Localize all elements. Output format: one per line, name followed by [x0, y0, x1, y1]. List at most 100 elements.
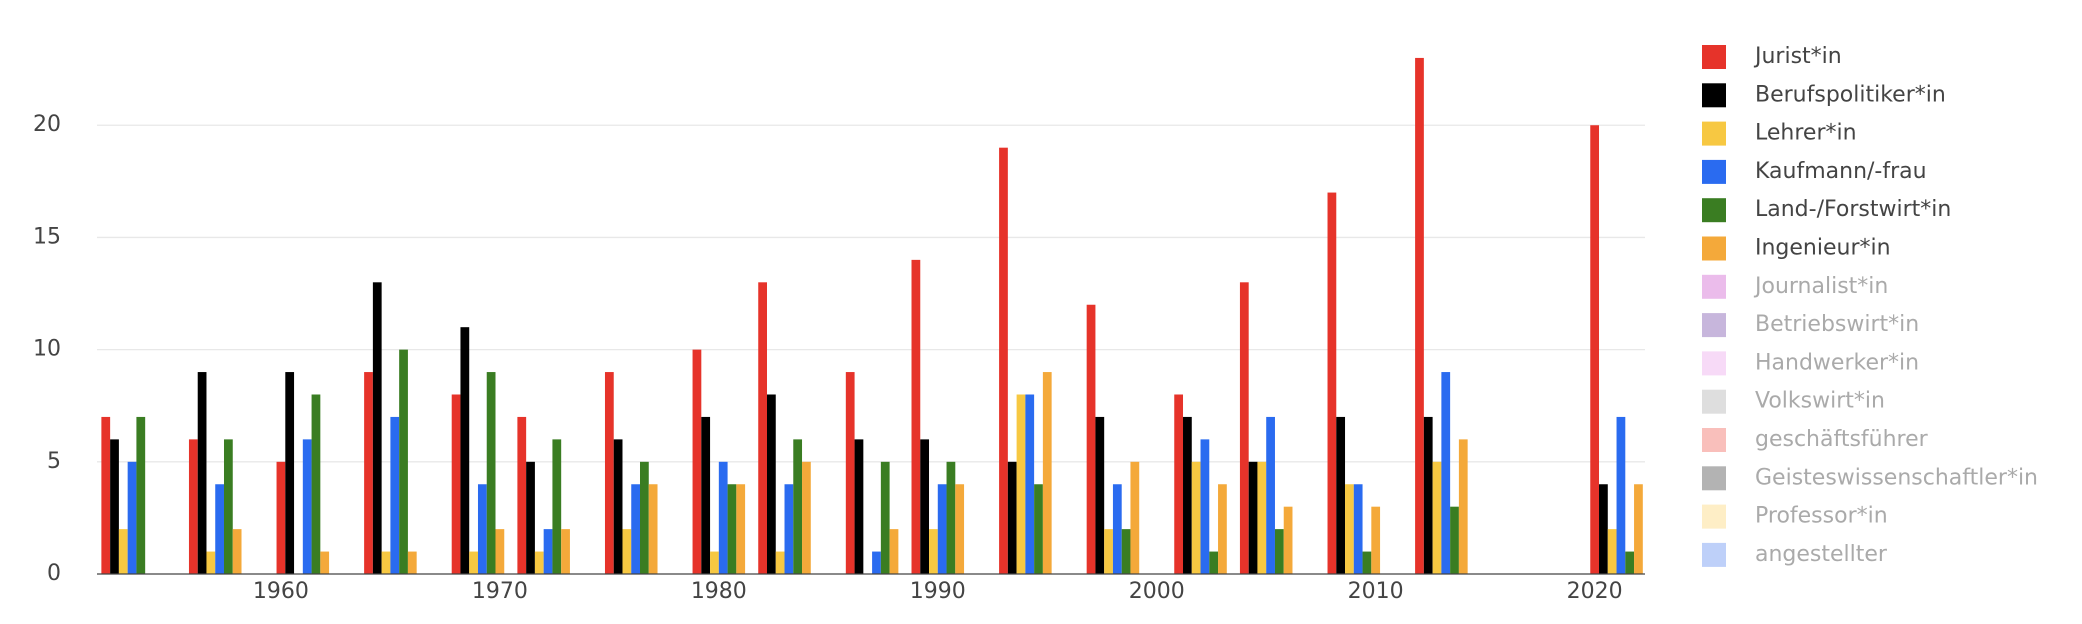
bar: [937, 484, 947, 574]
legend-swatch[interactable]: [1702, 198, 1726, 223]
bar: [543, 529, 553, 574]
legend-swatch[interactable]: [1702, 542, 1726, 567]
bar: [758, 282, 767, 574]
legend-label[interactable]: Lehrer*in: [1755, 121, 1857, 146]
bar: [727, 484, 737, 574]
bar: [320, 551, 330, 574]
bar: [1432, 461, 1442, 574]
bar: [784, 484, 794, 574]
bar: [1336, 416, 1346, 574]
bar: [197, 372, 207, 574]
bar: [1371, 506, 1381, 574]
bar: [1266, 416, 1275, 574]
legend-label[interactable]: Ingenieur*in: [1755, 236, 1891, 261]
legend-swatch[interactable]: [1702, 236, 1726, 261]
bar: [920, 439, 930, 574]
bar: [911, 259, 921, 574]
bar: [1034, 484, 1043, 574]
bar: [1130, 461, 1140, 574]
bar: [477, 484, 487, 574]
x-tick-label: 2000: [1129, 579, 1185, 604]
bar: [1345, 484, 1354, 574]
bar: [232, 529, 242, 574]
bar: [1239, 282, 1249, 574]
legend-label[interactable]: Handwerker*in: [1755, 350, 1919, 375]
bar: [854, 439, 864, 574]
bar: [364, 372, 373, 574]
bar: [460, 327, 470, 574]
legend-swatch[interactable]: [1702, 466, 1726, 491]
legend-swatch[interactable]: [1702, 159, 1726, 184]
bar: [946, 461, 956, 574]
bar: [1590, 125, 1600, 574]
bar: [101, 416, 111, 574]
legend-swatch[interactable]: [1702, 45, 1726, 69]
bar: [188, 439, 198, 574]
bar: [1616, 416, 1626, 574]
legend-label[interactable]: angestellter: [1755, 542, 1888, 567]
bar: [880, 461, 890, 574]
legend-swatch[interactable]: [1702, 428, 1726, 452]
x-tick-label: 1960: [253, 579, 309, 604]
bar: [736, 484, 746, 574]
bar: [640, 461, 649, 574]
bar: [517, 416, 527, 574]
bar: [1174, 394, 1184, 574]
legend-label[interactable]: Jurist*in: [1753, 44, 1842, 69]
legend-label[interactable]: Betriebswirt*in: [1755, 312, 1919, 337]
bar: [648, 484, 658, 574]
legend-label[interactable]: Journalist*in: [1753, 274, 1888, 299]
legend-swatch[interactable]: [1702, 504, 1726, 529]
bar: [302, 439, 312, 574]
legend-label[interactable]: Land-/Forstwirt*in: [1755, 197, 1951, 222]
bar: [710, 551, 719, 574]
legend-label[interactable]: Berufspolitiker*in: [1755, 82, 1946, 107]
bar: [1025, 394, 1035, 574]
legend-label[interactable]: geschäftsführer: [1755, 427, 1929, 452]
bar: [1248, 461, 1258, 574]
bar: [1283, 506, 1293, 574]
bar: [793, 439, 803, 574]
legend-swatch[interactable]: [1702, 389, 1726, 414]
bar: [718, 461, 728, 574]
y-tick-label: 5: [47, 449, 61, 474]
bar: [206, 551, 216, 574]
bar: [285, 372, 295, 574]
bar: [215, 484, 224, 574]
legend-swatch[interactable]: [1702, 313, 1726, 338]
bar: [311, 394, 321, 574]
bar: [1191, 461, 1201, 574]
bar: [372, 282, 382, 574]
bar: [110, 439, 119, 574]
bar: [802, 461, 811, 574]
legend-swatch[interactable]: [1702, 121, 1726, 146]
bar: [118, 529, 128, 574]
legend-label[interactable]: Professor*in: [1755, 504, 1888, 529]
bar: [1607, 529, 1617, 574]
bar: [526, 461, 535, 574]
y-tick-label: 15: [33, 224, 61, 249]
x-tick-label: 1970: [472, 579, 528, 604]
bar: [604, 372, 614, 574]
x-tick-label: 1980: [691, 579, 747, 604]
legend-swatch[interactable]: [1702, 83, 1726, 108]
bar: [399, 349, 408, 574]
y-tick-label: 20: [33, 112, 61, 137]
bar: [1218, 484, 1227, 574]
legend-swatch[interactable]: [1702, 274, 1726, 299]
bar: [929, 529, 938, 574]
bar: [1353, 484, 1363, 574]
legend-label[interactable]: Kaufmann/-frau: [1755, 159, 1927, 184]
bar: [1634, 484, 1643, 574]
legend-swatch[interactable]: [1702, 351, 1726, 376]
bar: [1450, 506, 1459, 574]
bar: [276, 461, 286, 574]
legend-label[interactable]: Geisteswissenschaftler*in: [1755, 465, 2038, 490]
bar: [1415, 57, 1424, 575]
bar: [495, 529, 505, 574]
bar: [390, 416, 400, 574]
bar: [136, 416, 146, 574]
bar: [534, 551, 544, 574]
legend-label[interactable]: Volkswirt*in: [1755, 389, 1885, 414]
